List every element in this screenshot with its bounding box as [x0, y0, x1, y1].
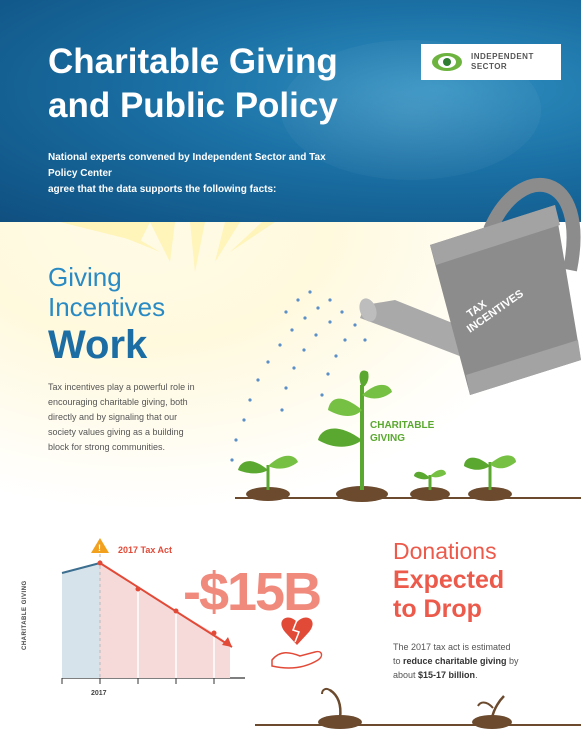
small-sprouts	[318, 687, 512, 729]
body-text: about	[393, 670, 419, 680]
tax-act-label: 2017 Tax Act	[118, 545, 173, 555]
post-act-line	[99, 562, 233, 648]
heading-line-expected: Expected	[393, 566, 505, 594]
body-text: .	[475, 670, 478, 680]
hand-icon	[271, 650, 323, 669]
body-text: by	[506, 656, 519, 666]
body-line: directly and by signaling that our	[48, 412, 178, 422]
intro-line-2: agree that the data supports the followi…	[48, 184, 277, 195]
body-line: block for strong communities.	[48, 442, 166, 452]
page-title: Charitable Giving and Public Policy	[48, 40, 428, 128]
logo-line-1: INDEPENDENT	[471, 52, 534, 61]
heading-line-giving: Giving	[48, 262, 122, 292]
pre-act-line	[61, 562, 101, 574]
body-emphasis: reduce charitable giving	[403, 656, 507, 666]
intro-line-1: National experts convened by Independent…	[48, 152, 326, 179]
loss-figure: -$15B	[183, 562, 322, 622]
eye-logo-icon	[432, 53, 462, 71]
logo-line-2: SECTOR	[471, 62, 508, 71]
body-emphasis: $15-17 billion	[418, 670, 476, 680]
title-line-1: Charitable Giving	[48, 42, 338, 81]
body-line: The 2017 tax act is estimated	[393, 642, 511, 652]
chart-x-label: 2017	[91, 690, 107, 697]
can-handle	[483, 177, 581, 272]
heading-line-to-drop: to Drop	[393, 595, 482, 623]
incentives-body-text: Tax incentives play a powerful role in e…	[48, 380, 228, 455]
decline-arrow-icon	[222, 637, 232, 647]
work-heading: Work	[48, 323, 148, 367]
warning-icon	[91, 538, 109, 553]
ground-line	[255, 724, 581, 726]
body-line: Tax incentives play a powerful role in	[48, 382, 195, 392]
can-spout	[360, 300, 470, 360]
broken-heart-icon	[281, 617, 313, 645]
title-line-2: and Public Policy	[48, 86, 338, 125]
plant-label-charitable: CHARITABLE	[370, 420, 435, 431]
heading-line-incentives: Incentives	[48, 292, 166, 322]
water-drops	[230, 290, 367, 462]
intro-text: National experts convened by Independent…	[48, 150, 348, 198]
ground-line	[235, 497, 581, 499]
warning-glyph: !	[98, 543, 101, 553]
donations-body-text: The 2017 tax act is estimated to reduce …	[393, 640, 553, 682]
body-line: about $15-17 billion.	[393, 668, 553, 682]
giving-incentives-heading: Giving Incentives	[48, 262, 165, 322]
sun-rays-illustration	[60, 222, 275, 272]
body-line: to reduce charitable giving by	[393, 654, 553, 668]
expected-to-drop-heading: Expected to Drop	[393, 566, 504, 624]
chart-y-label: CHARITABLE GIVING	[22, 580, 28, 650]
body-text: to	[393, 656, 404, 666]
body-line: encouraging charitable giving, both	[48, 397, 188, 407]
body-line: society values giving as a building	[48, 427, 184, 437]
logo-text: INDEPENDENT SECTOR	[471, 52, 534, 72]
post-act-area	[100, 563, 230, 678]
donations-heading: Donations	[393, 538, 497, 564]
plant-label-giving: GIVING	[370, 433, 405, 444]
independent-sector-logo: INDEPENDENT SECTOR	[421, 44, 561, 80]
pre-act-area	[62, 563, 100, 678]
